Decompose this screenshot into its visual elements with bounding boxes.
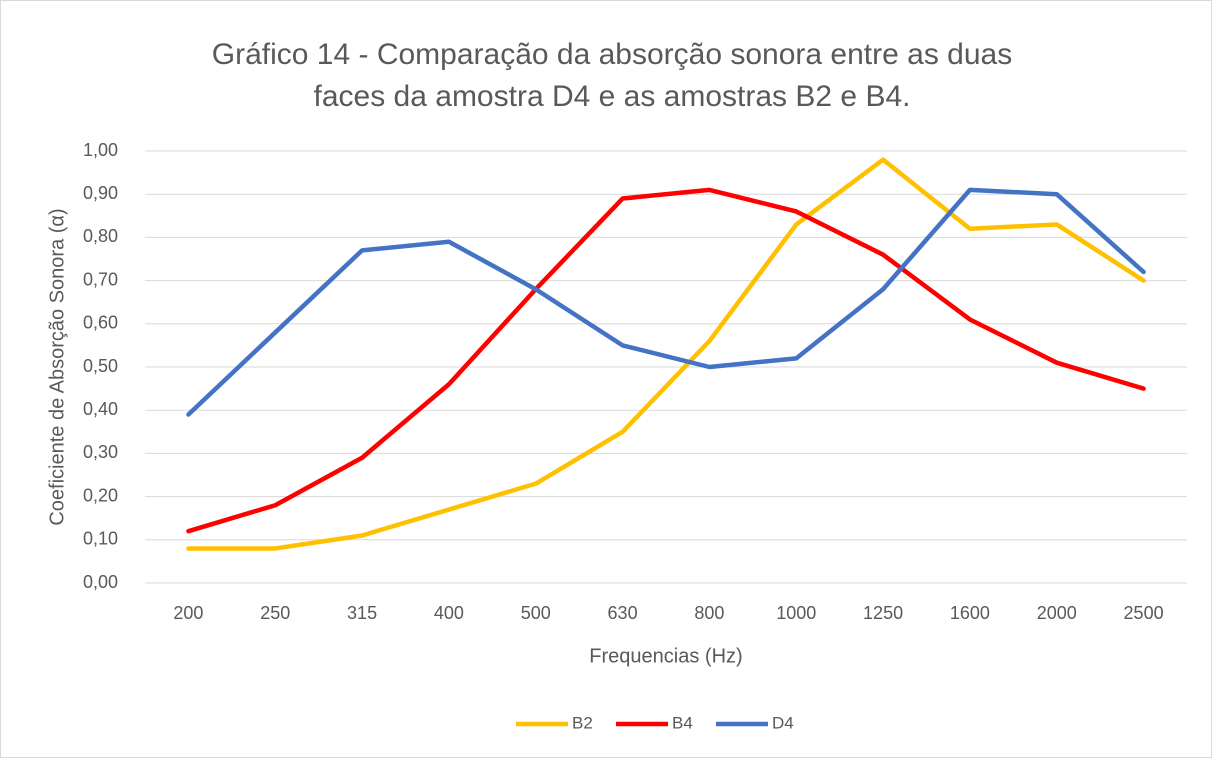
- x-tick-label: 2500: [1124, 603, 1164, 623]
- x-tick-label: 1250: [863, 603, 903, 623]
- x-tick-label: 1000: [776, 603, 816, 623]
- x-tick-label: 630: [608, 603, 638, 623]
- x-tick-label: 250: [260, 603, 290, 623]
- y-tick-label: 0,00: [83, 572, 118, 592]
- y-tick-label: 0,30: [83, 442, 118, 462]
- data-line: [186, 187, 1146, 534]
- y-tick-label: 0,10: [83, 529, 118, 549]
- x-tick-label: 200: [173, 603, 203, 623]
- y-tick-label: 0,60: [83, 313, 118, 333]
- chart-title: Gráfico 14 - Comparação da absorção sono…: [212, 38, 1012, 71]
- x-tick-label: 1600: [950, 603, 990, 623]
- data-line: [186, 187, 1146, 417]
- y-tick-label: 0,70: [83, 269, 118, 289]
- y-tick-label: 1,00: [83, 140, 118, 160]
- y-tick-label: 0,40: [83, 399, 118, 419]
- y-tick-label: 0,90: [83, 183, 118, 203]
- x-tick-label: 800: [694, 603, 724, 623]
- data-line: [186, 157, 1146, 551]
- x-tick-label: 500: [521, 603, 551, 623]
- legend-label: B2: [572, 713, 593, 732]
- x-tick-label: 315: [347, 603, 377, 623]
- x-tick-label: 400: [434, 603, 464, 623]
- legend-label: D4: [772, 713, 794, 732]
- y-axis-title: Coeficiente de Absorção Sonora (α): [46, 208, 68, 525]
- y-tick-label: 0,80: [83, 226, 118, 246]
- legend-label: B4: [672, 713, 693, 732]
- y-tick-label: 0,20: [83, 485, 118, 505]
- chart-title: faces da amostra D4 e as amostras B2 e B…: [314, 80, 911, 113]
- x-axis-title: Frequencias (Hz): [589, 645, 742, 667]
- x-tick-label: 2000: [1037, 603, 1077, 623]
- y-tick-label: 0,50: [83, 356, 118, 376]
